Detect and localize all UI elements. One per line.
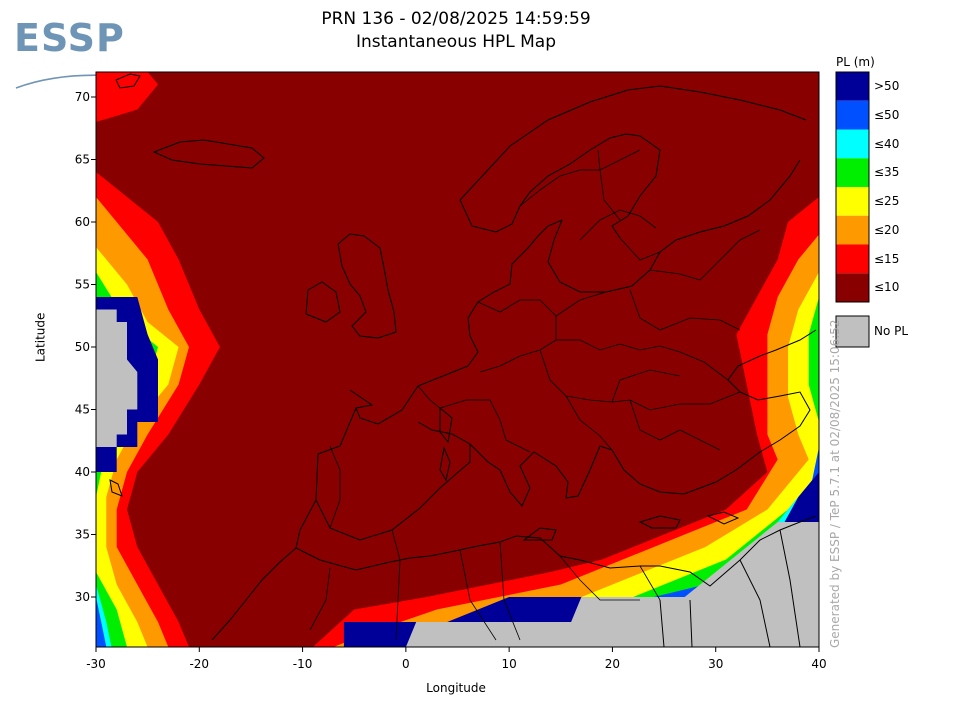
y-tick-label: 70 xyxy=(75,90,90,104)
region-7 xyxy=(96,597,107,647)
region-0 xyxy=(96,72,158,122)
legend-swatch xyxy=(836,215,869,245)
region-17 xyxy=(405,522,819,647)
legend-label: ≤35 xyxy=(874,165,900,180)
legend-no-pl-label: No PL xyxy=(874,324,909,338)
y-tick-label: 65 xyxy=(75,153,90,167)
chart-subtitle: Instantaneous HPL Map xyxy=(355,32,557,52)
legend-label: ≤25 xyxy=(874,194,900,208)
legend-label: ≤20 xyxy=(874,222,900,237)
coastline-outlines xyxy=(109,73,817,647)
plot-frame xyxy=(95,71,820,648)
chart-title: PRN 136 - 02/08/2025 14:59:59 xyxy=(321,9,591,29)
legend-swatch xyxy=(836,129,869,159)
x-tick-label: 40 xyxy=(811,657,826,671)
generator-watermark: Generated by ESSP / TeP 5.7.1 at 02/08/2… xyxy=(828,319,842,648)
x-tick-label: -30 xyxy=(86,657,106,671)
legend-label: ≤40 xyxy=(874,136,900,151)
y-tick-label: 35 xyxy=(75,528,90,542)
x-axis-ticks: -30 -20 -10 0 10 20 30 40 xyxy=(86,647,827,671)
x-tick-label: -10 xyxy=(293,657,313,671)
y-axis-label: Latitude xyxy=(33,312,48,362)
y-tick-label: 60 xyxy=(75,215,90,229)
legend-title: PL (m) xyxy=(836,55,875,69)
y-axis-ticks: 30 35 40 45 50 55 60 65 70 xyxy=(75,90,96,604)
x-tick-label: -20 xyxy=(189,657,209,671)
y-tick-label: 50 xyxy=(75,340,90,354)
legend-frame xyxy=(835,71,870,303)
legend-colorbar xyxy=(835,71,870,348)
y-tick-label: 40 xyxy=(75,465,90,479)
legend-swatch xyxy=(836,273,869,302)
y-tick-label: 55 xyxy=(75,278,90,292)
x-tick-label: 20 xyxy=(605,657,620,671)
legend-label: ≤15 xyxy=(874,251,900,266)
legend-swatch xyxy=(836,244,869,274)
country-borders xyxy=(309,149,761,641)
legend-label: ≤50 xyxy=(874,107,900,122)
region-9 xyxy=(96,309,138,447)
x-tick-label: 10 xyxy=(502,657,517,671)
region-11 xyxy=(333,234,819,647)
x-axis-label: Longitude xyxy=(426,681,486,695)
legend-swatch xyxy=(836,187,869,216)
legend-swatch xyxy=(836,100,869,130)
region-12 xyxy=(354,272,819,647)
x-tick-label: 0 xyxy=(402,657,410,671)
legend-label: ≤10 xyxy=(874,280,900,295)
legend-swatch xyxy=(836,158,869,187)
y-tick-label: 45 xyxy=(75,403,90,417)
x-tick-label: 30 xyxy=(708,657,723,671)
coverage-regions xyxy=(96,72,819,647)
legend-no-pl-swatch xyxy=(835,315,870,348)
legend-swatch xyxy=(836,72,869,101)
legend-label: >50 xyxy=(874,79,900,93)
logo-text: ESSP xyxy=(14,16,125,60)
y-tick-label: 30 xyxy=(75,590,90,604)
